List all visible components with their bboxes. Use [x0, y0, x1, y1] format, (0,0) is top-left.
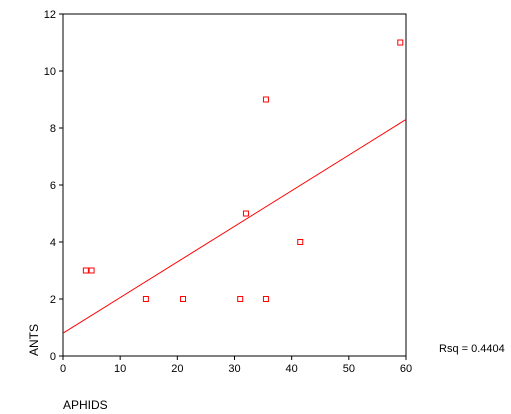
y-tick-label: 10 [44, 66, 56, 78]
x-tick-label: 40 [286, 363, 298, 375]
y-tick-label: 12 [44, 9, 56, 21]
y-tick-label: 6 [50, 180, 56, 192]
data-point [180, 296, 187, 302]
x-tick-label: 30 [228, 363, 240, 375]
y-tick-label: 0 [50, 351, 56, 363]
x-tick-label: 10 [114, 363, 126, 375]
y-tick-label: 2 [50, 294, 56, 306]
data-point [242, 210, 249, 217]
x-axis-ticks: 0 10 20 30 40 50 60 [60, 356, 412, 375]
fit-line-layer [62, 119, 407, 334]
plot-area [62, 13, 407, 357]
data-point [262, 96, 269, 103]
y-axis-title: ANTS [27, 324, 41, 356]
x-tick-label: 60 [400, 363, 412, 375]
data-point [237, 296, 244, 302]
data-points [82, 39, 404, 302]
x-tick-label: 0 [60, 363, 66, 375]
data-point [82, 267, 89, 274]
x-axis-title: APHIDS [63, 398, 108, 412]
data-point [262, 296, 269, 302]
data-point [88, 267, 95, 274]
regression-line [62, 119, 407, 334]
x-tick-label: 20 [171, 363, 183, 375]
rsq-annotation: Rsq = 0.4404 [439, 343, 505, 355]
data-point [142, 296, 149, 302]
y-tick-label: 4 [50, 237, 56, 249]
y-axis-ticks: 0 2 4 6 8 10 12 [44, 9, 63, 363]
x-tick-label: 50 [343, 363, 355, 375]
data-point [397, 39, 404, 46]
data-point [297, 239, 304, 245]
y-tick-label: 8 [50, 123, 56, 135]
